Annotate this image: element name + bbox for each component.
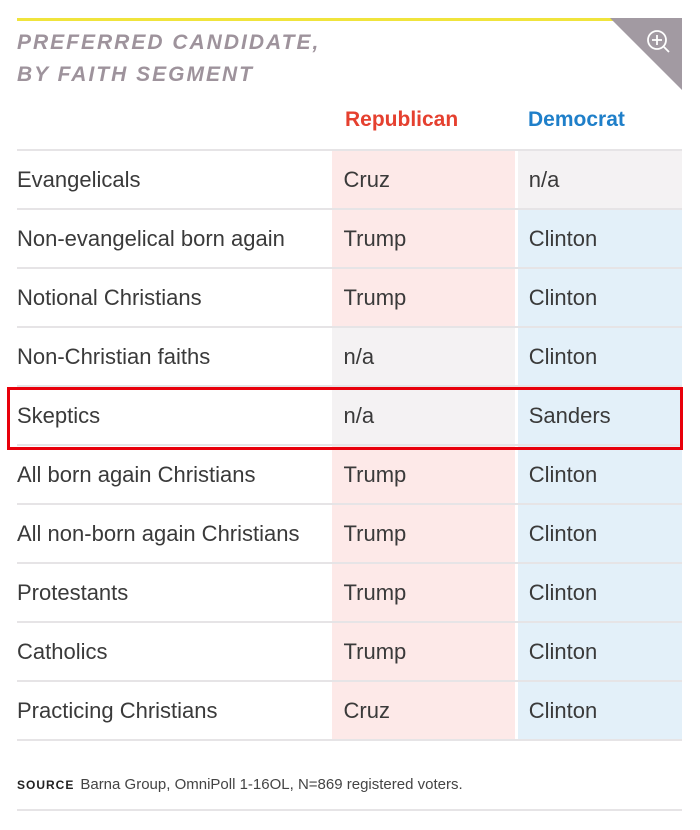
table-row: Evangelicals Cruz n/a bbox=[17, 149, 682, 208]
table-row: Protestants Trump Clinton bbox=[17, 562, 682, 621]
zoom-in-icon[interactable] bbox=[610, 18, 682, 90]
republican-cell: Trump bbox=[331, 446, 515, 503]
democrat-cell: Clinton bbox=[517, 623, 682, 680]
republican-cell: Cruz bbox=[331, 151, 515, 208]
democrat-cell: Clinton bbox=[517, 210, 682, 267]
segment-cell: Notional Christians bbox=[17, 269, 332, 326]
republican-cell: n/a bbox=[331, 328, 515, 385]
table-row: Skeptics n/a Sanders bbox=[17, 385, 682, 444]
democrat-cell: Sanders bbox=[517, 387, 682, 444]
segment-cell: Evangelicals bbox=[17, 151, 332, 208]
candidate-table: Evangelicals Cruz n/a Non-evangelical born … bbox=[17, 149, 682, 741]
title-line-2: BY FAITH SEGMENT bbox=[17, 63, 254, 86]
segment-cell: Skeptics bbox=[17, 387, 332, 444]
democrat-cell: Clinton bbox=[517, 269, 682, 326]
segment-cell: Non-evangelical born again bbox=[17, 210, 332, 267]
republican-cell: Cruz bbox=[331, 682, 515, 739]
table-row: All born again Christians Trump Clinton bbox=[17, 444, 682, 503]
segment-cell: Non-Christian faiths bbox=[17, 328, 332, 385]
chart-title: PREFERRED CANDIDATE, BY FAITH SEGMENT bbox=[17, 27, 320, 91]
segment-cell: Protestants bbox=[17, 564, 332, 621]
table-row: Non-Christian faiths n/a Clinton bbox=[17, 326, 682, 385]
title-line-1: PREFERRED CANDIDATE, bbox=[17, 31, 321, 54]
segment-cell: Catholics bbox=[17, 623, 332, 680]
democrat-cell: Clinton bbox=[517, 564, 682, 621]
table-row: Notional Christians Trump Clinton bbox=[17, 267, 682, 326]
republican-cell: Trump bbox=[331, 210, 515, 267]
democrat-cell: Clinton bbox=[517, 446, 682, 503]
divider bbox=[17, 809, 682, 811]
table-row: All non-born again Christians Trump Clinto… bbox=[17, 503, 682, 562]
accent-line bbox=[17, 18, 613, 21]
table-row: Practicing Christians Cruz Clinton bbox=[17, 680, 682, 741]
republican-cell: Trump bbox=[331, 269, 515, 326]
table-row: Catholics Trump Clinton bbox=[17, 621, 682, 680]
republican-cell: n/a bbox=[331, 387, 515, 444]
republican-cell: Trump bbox=[331, 564, 515, 621]
democrat-cell: n/a bbox=[517, 151, 682, 208]
source-note: SOURCE Barna Group, OmniPoll 1-16OL, N=86… bbox=[17, 776, 463, 793]
segment-cell: Practicing Christians bbox=[17, 682, 332, 739]
highlight-box-skeptics bbox=[7, 387, 683, 450]
source-text: Barna Group, OmniPoll 1-16OL, N=869 regi… bbox=[80, 776, 463, 793]
segment-cell: All non-born again Christians bbox=[17, 505, 332, 562]
democrat-cell: Clinton bbox=[517, 328, 682, 385]
table-row: Non-evangelical born again Trump Clinton bbox=[17, 208, 682, 267]
source-label: SOURCE bbox=[17, 778, 75, 792]
democrat-cell: Clinton bbox=[517, 505, 682, 562]
republican-cell: Trump bbox=[331, 505, 515, 562]
header-democrat: Democrat bbox=[528, 108, 625, 131]
republican-cell: Trump bbox=[331, 623, 515, 680]
democrat-cell: Clinton bbox=[517, 682, 682, 739]
header-republican: Republican bbox=[345, 108, 459, 131]
segment-cell: All born again Christians bbox=[17, 446, 332, 503]
